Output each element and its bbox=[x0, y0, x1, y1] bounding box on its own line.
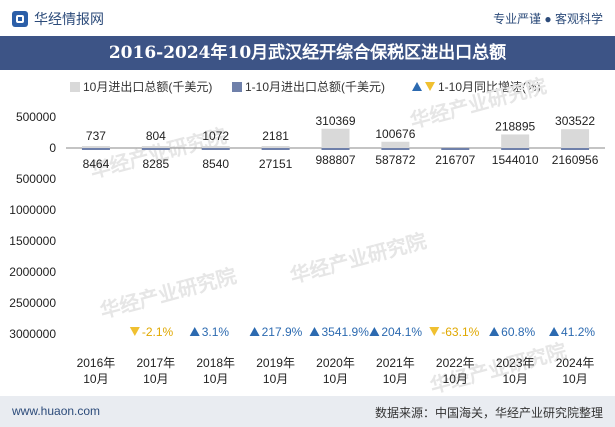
legend-item-cumulative: 1-10月进出口总额(千美元) bbox=[232, 78, 385, 95]
bar-monthly bbox=[201, 146, 230, 148]
chart-area: 华经产业研究院华经产业研究院华经产业研究院华经产业研究院华经产业研究院50000… bbox=[9, 74, 605, 396]
bar-cumulative bbox=[561, 148, 590, 150]
x-tick-label: 10月 bbox=[203, 372, 228, 386]
bar-monthly bbox=[321, 128, 350, 148]
tagline: 专业严谨 ● 客观科学 bbox=[493, 12, 603, 26]
growth-value-label: -63.1% bbox=[441, 325, 479, 339]
x-tick-label: 2019年 bbox=[256, 356, 295, 370]
cumulative-value-label: 8540 bbox=[202, 157, 229, 171]
growth-value-label: 217.9% bbox=[262, 325, 303, 339]
chart-title: 2016-2024年10月武汉经开综合保税区进出口总额 bbox=[0, 36, 615, 70]
footer-source: 数据来源：中国海关，华经产业研究院整理 bbox=[374, 406, 603, 420]
monthly-value-label: 2181 bbox=[262, 129, 289, 143]
growth-value-label: 3541.9% bbox=[322, 325, 370, 339]
x-tick-label: 2023年 bbox=[496, 356, 535, 370]
cumulative-value-label: 2160956 bbox=[552, 153, 599, 167]
growth-up-icon bbox=[189, 327, 200, 336]
bar-cumulative bbox=[321, 148, 350, 150]
x-tick-label: 10月 bbox=[263, 372, 288, 386]
growth-value-label: -2.1% bbox=[142, 325, 174, 339]
legend-triangle-up-icon bbox=[412, 82, 422, 91]
growth-up-icon bbox=[549, 327, 560, 336]
growth-up-icon bbox=[489, 327, 500, 336]
x-tick-label: 10月 bbox=[143, 372, 168, 386]
bar-monthly bbox=[261, 146, 290, 148]
x-tick-label: 2022年 bbox=[436, 356, 475, 370]
growth-value-label: 60.8% bbox=[501, 325, 535, 339]
legend-label-monthly: 10月进出口总额(千美元) bbox=[83, 80, 213, 94]
legend-triangle-down-icon bbox=[425, 82, 435, 91]
growth-up-icon bbox=[309, 327, 320, 336]
x-tick-label: 10月 bbox=[502, 372, 527, 386]
footer: www.huaon.com 数据来源：中国海关，华经产业研究院整理 bbox=[0, 396, 615, 427]
footer-site-link[interactable]: www.huaon.com bbox=[12, 404, 101, 418]
bar-cumulative bbox=[81, 148, 110, 150]
bar-cumulative bbox=[201, 148, 230, 150]
y-tick-label: 500000 bbox=[16, 110, 56, 124]
growth-value-label: 41.2% bbox=[561, 325, 595, 339]
x-tick-label: 2016年 bbox=[77, 356, 116, 370]
brand-logo-icon bbox=[12, 11, 28, 27]
bar-monthly bbox=[81, 146, 110, 148]
monthly-value-label: 737 bbox=[86, 129, 106, 143]
cumulative-value-label: 8285 bbox=[142, 157, 169, 171]
bar-monthly bbox=[381, 141, 410, 148]
x-tick-label: 2021年 bbox=[376, 356, 415, 370]
y-tick-label: 2000000 bbox=[9, 265, 56, 279]
top-bar: 华经情报网 专业严谨 ● 客观科学 bbox=[0, 0, 615, 36]
bar-cumulative bbox=[501, 148, 530, 150]
monthly-value-label: 218895 bbox=[495, 119, 535, 133]
bar-monthly bbox=[561, 129, 590, 148]
cumulative-value-label: 587872 bbox=[375, 153, 415, 167]
y-tick-label: 500000 bbox=[16, 172, 56, 186]
bar-monthly bbox=[501, 134, 530, 148]
legend: 10月进出口总额(千美元) 1-10月进出口总额(千美元) 1-10月同比增速(… bbox=[0, 78, 615, 94]
growth-up-icon bbox=[249, 327, 260, 336]
y-tick-label: 0 bbox=[49, 141, 56, 155]
growth-up-icon bbox=[369, 327, 380, 336]
y-tick-label: 2500000 bbox=[9, 296, 56, 310]
cumulative-value-label: 8464 bbox=[83, 157, 110, 171]
growth-value-label: 3.1% bbox=[202, 325, 230, 339]
legend-label-growth: 1-10月同比增速(%) bbox=[438, 80, 541, 94]
monthly-value-label: 100676 bbox=[375, 127, 415, 141]
brand-name: 华经情报网 bbox=[34, 11, 104, 27]
legend-swatch-monthly bbox=[70, 81, 80, 92]
growth-down-icon bbox=[429, 327, 440, 336]
legend-item-growth: 1-10月同比增速(%) bbox=[412, 78, 541, 95]
y-tick-label: 1500000 bbox=[9, 234, 56, 248]
legend-label-cumulative: 1-10月进出口总额(千美元) bbox=[245, 80, 386, 94]
x-tick-label: 2024年 bbox=[556, 356, 595, 370]
monthly-value-label: 804 bbox=[146, 129, 166, 143]
brand[interactable]: 华经情报网 bbox=[12, 9, 104, 29]
cumulative-value-label: 216707 bbox=[435, 153, 475, 167]
x-tick-label: 10月 bbox=[443, 372, 468, 386]
monthly-value-label: 303522 bbox=[555, 114, 595, 128]
x-tick-label: 2017年 bbox=[136, 356, 175, 370]
watermark-text: 华经产业研究院 bbox=[97, 264, 238, 323]
legend-swatch-cumulative bbox=[232, 81, 242, 92]
monthly-value-label: 1072 bbox=[202, 129, 229, 143]
bar-cumulative bbox=[141, 148, 170, 150]
bar-cumulative bbox=[261, 148, 290, 150]
monthly-value-label: 310369 bbox=[315, 114, 355, 128]
bar-monthly bbox=[141, 146, 170, 148]
legend-item-monthly: 10月进出口总额(千美元) bbox=[70, 78, 212, 95]
x-tick-label: 2020年 bbox=[316, 356, 355, 370]
watermark-text: 华经产业研究院 bbox=[287, 229, 428, 288]
y-tick-label: 1000000 bbox=[9, 203, 56, 217]
growth-value-label: 204.1% bbox=[381, 325, 422, 339]
x-tick-label: 10月 bbox=[323, 372, 348, 386]
x-tick-label: 10月 bbox=[83, 372, 108, 386]
bar-cumulative bbox=[441, 148, 470, 150]
cumulative-value-label: 27151 bbox=[259, 157, 293, 171]
bar-cumulative bbox=[381, 148, 410, 150]
x-tick-label: 2018年 bbox=[196, 356, 235, 370]
x-tick-label: 10月 bbox=[383, 372, 408, 386]
cumulative-value-label: 1544010 bbox=[492, 153, 539, 167]
growth-down-icon bbox=[129, 327, 140, 336]
x-tick-label: 10月 bbox=[562, 372, 587, 386]
cumulative-value-label: 988807 bbox=[315, 153, 355, 167]
y-tick-label: 3000000 bbox=[9, 327, 56, 341]
